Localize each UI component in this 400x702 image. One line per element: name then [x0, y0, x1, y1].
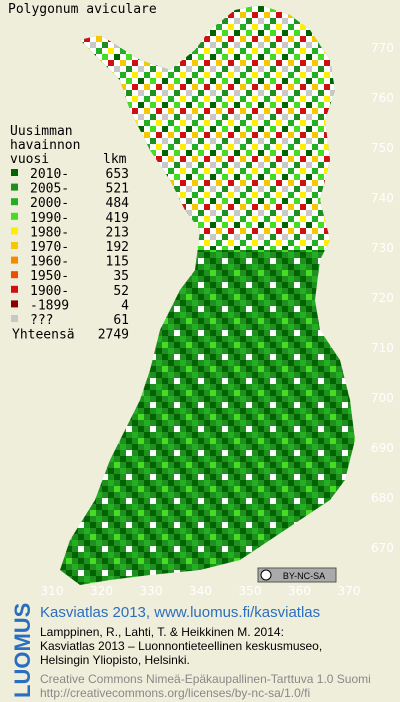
grid-y-label: 740 [371, 191, 394, 205]
legend-count: 484 [106, 196, 130, 211]
citation: Helsingin Yliopisto, Helsinki. [40, 653, 190, 667]
grid-y-label: 680 [371, 491, 394, 505]
legend-swatch [11, 183, 18, 191]
grid-y-label: 770 [371, 41, 394, 55]
legend-heading: vuosi [10, 152, 49, 167]
citation: Kasviatlas 2013 – Luonnontieteellinen ke… [40, 639, 322, 653]
legend-label: 2005- [30, 182, 69, 197]
grid-y-label: 690 [371, 441, 394, 455]
legend-swatch [11, 169, 18, 176]
license-badge: BY-NC-SA [257, 567, 337, 583]
legend-label: -1899 [30, 298, 69, 313]
legend-label: 1950- [30, 269, 69, 284]
legend-label: 1900- [30, 284, 69, 299]
legend-swatch [11, 198, 18, 206]
legend-swatch [11, 256, 18, 264]
citation: Lamppinen, R., Lahti, T. & Heikkinen M. … [40, 625, 284, 639]
legend-swatch [11, 212, 18, 220]
legend-swatch [11, 242, 18, 249]
legend-label: 2000- [30, 196, 69, 211]
grid-y-label: 720 [371, 291, 394, 305]
legend-heading: Uusimman [10, 124, 73, 139]
legend-count: 419 [106, 211, 129, 226]
legend-count: 192 [106, 240, 129, 255]
legend-count: 52 [113, 284, 129, 299]
legend-count: 213 [106, 225, 129, 240]
legend-label: 1990- [30, 211, 69, 226]
legend-total-label: Yhteensä [12, 328, 75, 343]
grid-y-label: 700 [371, 391, 394, 405]
legend-label: 2010- [30, 167, 69, 182]
grid-y-label: 730 [371, 241, 394, 255]
map-title: Polygonum aviculare [8, 2, 157, 17]
license: Creative Commons Nimeä-Epäkaupallinen-Ta… [40, 672, 371, 686]
legend-swatch [11, 315, 18, 322]
legend-count: 61 [113, 313, 129, 328]
legend-count: 653 [106, 167, 129, 182]
grid-x-label: 370 [338, 584, 361, 598]
legend-count: 521 [106, 182, 129, 197]
legend-total: 2749 [98, 328, 129, 343]
grid-x-label: 340 [189, 584, 212, 598]
grid-y-label: 750 [371, 141, 394, 155]
legend-count-header: lkm [103, 152, 127, 167]
grid-x-label: 360 [288, 584, 311, 598]
grid-labels: 770 760 750 740 730 720 710 700 690 680 670 310 320 3… [41, 41, 394, 598]
grid-y-label: 760 [371, 91, 394, 105]
brand: LUOMUS [10, 603, 35, 698]
legend-label: 1980- [30, 225, 69, 240]
legend-count: 4 [121, 298, 129, 313]
footer-title: Kasviatlas 2013, www.luomus.fi/kasviatla… [40, 604, 320, 621]
grid-x-label: 330 [140, 584, 163, 598]
badge-text: BY-NC-SA [283, 571, 325, 581]
legend-count: 115 [106, 255, 129, 270]
grid-y-label: 670 [371, 541, 394, 555]
legend-swatch [11, 227, 18, 235]
legend-swatch [11, 300, 18, 308]
legend-count: 35 [113, 269, 129, 284]
grid-x-label: 310 [41, 584, 64, 598]
legend-label: ??? [30, 313, 53, 328]
legend-swatch [11, 271, 18, 279]
grid-x-label: 350 [239, 584, 262, 598]
legend-heading: havainnon [10, 138, 80, 153]
legend-label: 1960- [30, 255, 69, 270]
legend-label: 1970- [30, 240, 69, 255]
grid-x-label: 320 [90, 584, 113, 598]
license: http://creativecommons.org/licenses/by-n… [40, 686, 310, 700]
grid-y-label: 710 [371, 341, 394, 355]
legend-swatch [11, 285, 18, 293]
